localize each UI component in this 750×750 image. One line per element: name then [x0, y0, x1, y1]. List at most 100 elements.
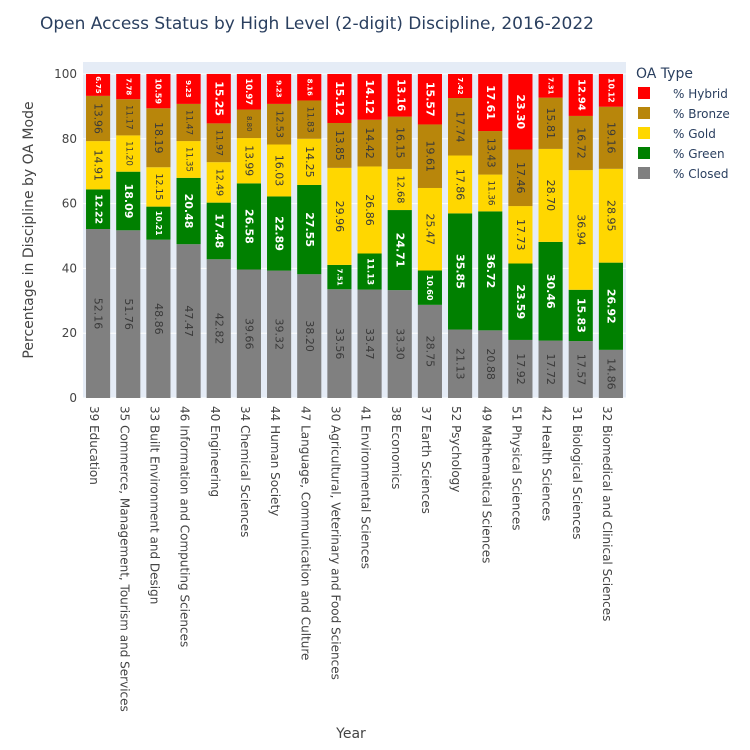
bar-segment-hybrid[interactable] — [236, 74, 261, 110]
bar-segment-closed[interactable] — [417, 304, 442, 398]
bar-segment-closed[interactable] — [86, 229, 111, 398]
bar-segment-gold[interactable] — [508, 206, 533, 264]
bar-segment-bronze[interactable] — [448, 98, 473, 156]
bar-segment-hybrid[interactable] — [267, 74, 292, 104]
bar-segment-closed[interactable] — [357, 289, 382, 398]
legend-swatch[interactable] — [638, 167, 650, 179]
bar-segment-closed[interactable] — [448, 329, 473, 398]
bar-segment-hybrid[interactable] — [206, 73, 231, 124]
bar-segment-green[interactable] — [568, 289, 593, 342]
legend-swatch[interactable] — [638, 127, 650, 139]
bar-segment-green[interactable] — [448, 213, 473, 330]
bar-segment-hybrid[interactable] — [116, 74, 141, 100]
bar-segment-hybrid[interactable] — [568, 74, 593, 116]
bar-segment-closed[interactable] — [387, 290, 412, 398]
bar-segment-closed[interactable] — [146, 239, 171, 398]
bar-segment-gold[interactable] — [267, 144, 292, 197]
bar-segment-hybrid[interactable] — [598, 73, 623, 107]
bar-segment-gold[interactable] — [86, 141, 111, 190]
bar-segment-gold[interactable] — [297, 138, 322, 185]
bar-segment-gold[interactable] — [236, 138, 261, 184]
bar-segment-gold[interactable] — [478, 174, 503, 212]
bar-segment-closed[interactable] — [478, 330, 503, 398]
bar-segment-closed[interactable] — [267, 270, 292, 398]
bar-segment-green[interactable] — [86, 189, 111, 230]
bar-segment-hybrid[interactable] — [146, 74, 171, 109]
bar-segment-bronze[interactable] — [86, 95, 111, 142]
bar-segment-gold[interactable] — [448, 155, 473, 214]
bar-segment-green[interactable] — [387, 210, 412, 291]
bar-segment-bronze[interactable] — [387, 116, 412, 169]
bar-segment-green[interactable] — [478, 211, 503, 331]
bar-segment-gold[interactable] — [417, 187, 442, 271]
bar-segment-bronze[interactable] — [478, 131, 503, 175]
bar-segment-closed[interactable] — [568, 341, 593, 398]
bar-segment-hybrid[interactable] — [508, 74, 533, 150]
bar-segment-gold[interactable] — [327, 167, 352, 265]
bar-segment-bronze[interactable] — [176, 103, 201, 142]
legend-label[interactable]: % Green — [673, 147, 725, 161]
bar-segment-green[interactable] — [508, 263, 533, 340]
bar-segment-hybrid[interactable] — [327, 74, 352, 123]
bar-segment-bronze[interactable] — [116, 99, 141, 136]
bar-segment-hybrid[interactable] — [297, 74, 322, 101]
bar-segment-closed[interactable] — [327, 289, 352, 398]
bar-segment-hybrid[interactable] — [387, 74, 412, 117]
bar-segment-closed[interactable] — [508, 339, 533, 398]
legend-swatch[interactable] — [638, 107, 650, 119]
bar-segment-green[interactable] — [176, 177, 201, 245]
bar-segment-gold[interactable] — [538, 148, 563, 242]
bar-segment-closed[interactable] — [176, 244, 201, 398]
bar-segment-bronze[interactable] — [297, 100, 322, 139]
bar-segment-gold[interactable] — [116, 135, 141, 172]
bar-segment-closed[interactable] — [598, 349, 623, 398]
bar-segment-green[interactable] — [267, 196, 292, 271]
bar-segment-gold[interactable] — [176, 141, 201, 178]
bar-segment-closed[interactable] — [538, 340, 563, 398]
legend-label[interactable]: % Bronze — [673, 107, 730, 121]
bar-segment-bronze[interactable] — [598, 106, 623, 169]
bar-segment-green[interactable] — [417, 270, 442, 305]
bar-segment-green[interactable] — [206, 202, 231, 260]
bar-segment-gold[interactable] — [598, 168, 623, 263]
bar-segment-hybrid[interactable] — [86, 74, 111, 96]
bar-segment-green[interactable] — [598, 262, 623, 350]
bar-segment-bronze[interactable] — [146, 108, 171, 168]
bar-segment-green[interactable] — [297, 184, 322, 275]
legend-swatch[interactable] — [638, 87, 650, 99]
bar-segment-bronze[interactable] — [267, 103, 292, 145]
bar-segment-bronze[interactable] — [206, 123, 231, 163]
bar-segment-bronze[interactable] — [568, 115, 593, 171]
legend[interactable]: OA Type % Hybrid % Bronze % Gold % Green % C… — [636, 66, 730, 181]
bar-segment-green[interactable] — [538, 241, 563, 341]
legend-label[interactable]: % Closed — [673, 167, 729, 181]
bar-segment-closed[interactable] — [297, 274, 322, 398]
legend-swatch[interactable] — [638, 147, 650, 159]
bar-segment-green[interactable] — [236, 183, 261, 270]
bar-segment-hybrid[interactable] — [538, 74, 563, 98]
bar-segment-green[interactable] — [146, 206, 171, 240]
bar-segment-hybrid[interactable] — [176, 74, 201, 104]
bar-segment-bronze[interactable] — [538, 97, 563, 149]
bar-segment-gold[interactable] — [387, 168, 412, 211]
bar-segment-bronze[interactable] — [327, 122, 352, 168]
bar-segment-bronze[interactable] — [508, 149, 533, 207]
bar-segment-green[interactable] — [357, 253, 382, 290]
bar-segment-gold[interactable] — [568, 170, 593, 290]
bar-segment-gold[interactable] — [206, 162, 231, 203]
bar-segment-hybrid[interactable] — [417, 74, 442, 125]
legend-label[interactable]: % Gold — [673, 127, 716, 141]
bar-segment-hybrid[interactable] — [448, 74, 473, 99]
bar-segment-bronze[interactable] — [236, 109, 261, 139]
bar-segment-hybrid[interactable] — [478, 74, 503, 132]
bar-segment-gold[interactable] — [357, 166, 382, 254]
bar-segment-bronze[interactable] — [417, 124, 442, 188]
bar-segment-closed[interactable] — [236, 269, 261, 398]
bar-segment-green[interactable] — [327, 264, 352, 290]
bar-segment-gold[interactable] — [146, 167, 171, 207]
bar-segment-closed[interactable] — [116, 230, 141, 398]
legend-label[interactable]: % Hybrid — [673, 87, 728, 101]
bar-segment-bronze[interactable] — [357, 119, 382, 167]
bar-segment-green[interactable] — [116, 171, 141, 231]
bar-segment-closed[interactable] — [206, 259, 231, 398]
